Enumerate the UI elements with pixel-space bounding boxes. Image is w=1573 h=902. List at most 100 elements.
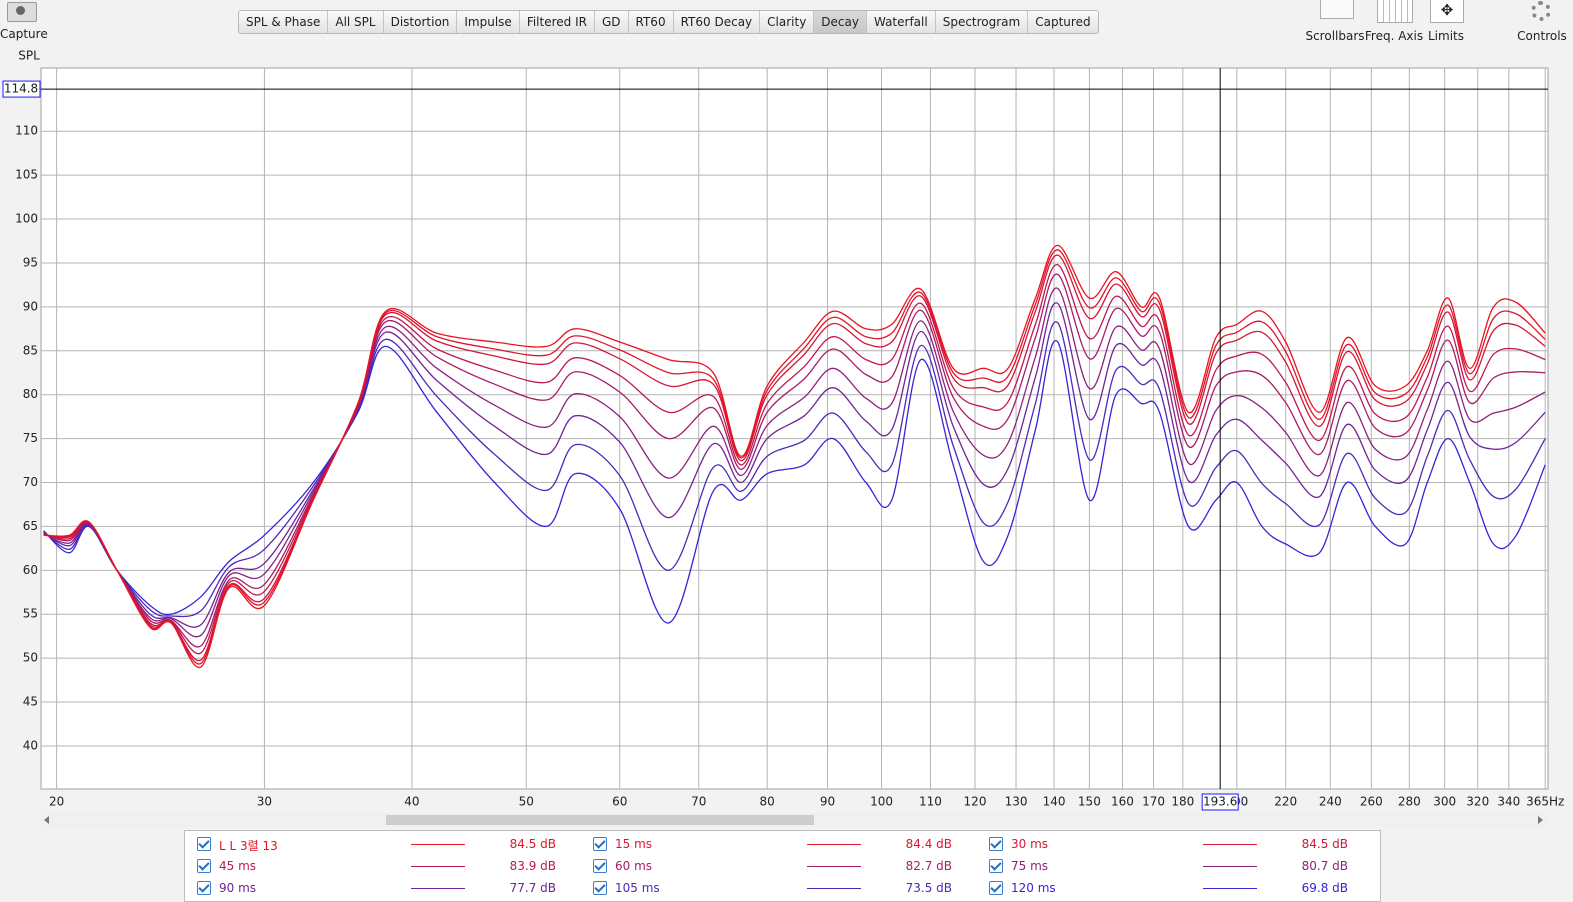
decay-curve [43, 340, 1546, 624]
y-tick-label: 105 [15, 168, 38, 182]
decay-curve [43, 273, 1546, 648]
y-axis-label: SPL [18, 49, 40, 63]
y-tick-label: 85 [23, 343, 38, 357]
tab[interactable]: Impulse [457, 11, 520, 33]
tab[interactable]: RT60 Decay [674, 11, 761, 33]
x-tick-label: 30 [257, 795, 272, 809]
x-tick-label: 20 [49, 795, 64, 809]
legend-item: 15 ms 84.4 dB [587, 834, 977, 854]
tool-label: Controls [1517, 29, 1567, 43]
legend-value: 73.5 dB [905, 881, 952, 895]
x-tick-label: 240 [1319, 795, 1342, 809]
tab[interactable]: Distortion [384, 11, 458, 33]
tab[interactable]: Filtered IR [520, 11, 595, 33]
legend-name: 15 ms [615, 837, 653, 851]
x-tick-label: 130 [1005, 795, 1028, 809]
x-tick-label: 80 [760, 795, 775, 809]
legend-item: 60 ms 82.7 dB [587, 856, 977, 876]
tool-label: Freq. Axis [1364, 29, 1424, 43]
capture-button[interactable]: Capture [0, 0, 48, 44]
y-tick-label: 70 [23, 475, 38, 489]
x-tick-label: 170 [1142, 795, 1165, 809]
y-tick-label: 45 [23, 695, 38, 709]
tab[interactable]: Spectrogram [936, 11, 1029, 33]
decay-curve [43, 249, 1546, 665]
x-tick-label: 260 [1360, 795, 1383, 809]
tab[interactable]: Clarity [760, 11, 815, 33]
legend-value: 84.4 dB [905, 837, 952, 851]
limits-icon[interactable]: ✥ [1430, 0, 1464, 23]
checkbox[interactable] [593, 881, 607, 895]
legend-swatch [807, 844, 861, 845]
checkbox[interactable] [197, 859, 211, 873]
scroll-thumb[interactable] [386, 815, 814, 825]
legend-item: 120 ms 69.8 dB [983, 878, 1373, 898]
capture-label: Capture [0, 27, 48, 41]
x-tick-label: 320 [1466, 795, 1489, 809]
legend-name: 30 ms [1011, 837, 1049, 851]
x-tick-label: 40 [404, 795, 419, 809]
y-tick-label: 95 [23, 255, 38, 269]
legend-swatch [411, 866, 465, 867]
decay-curve [43, 254, 1546, 661]
tab[interactable]: All SPL [328, 11, 384, 33]
legend-name: 120 ms [1011, 881, 1056, 895]
legend-swatch [1203, 888, 1257, 889]
y-tick-label: 90 [23, 299, 38, 313]
scrollbar[interactable] [41, 813, 1548, 827]
x-tick-label: 300 [1433, 795, 1456, 809]
legend: L L 3렬 13 84.5 dB 15 ms 84.4 dB 30 ms 84.5 dB… [184, 830, 1381, 902]
legend-value: 84.5 dB [1301, 837, 1348, 851]
controls-icon[interactable] [1531, 1, 1551, 21]
checkbox[interactable] [989, 837, 1003, 851]
legend-name: 90 ms [219, 881, 257, 895]
legend-value: 82.7 dB [905, 859, 952, 873]
tab[interactable]: GD [595, 11, 629, 33]
tab[interactable]: SPL & Phase [239, 11, 329, 33]
x-tick-label: 280 [1398, 795, 1421, 809]
tab[interactable]: Waterfall [867, 11, 936, 33]
legend-name: 105 ms [615, 881, 660, 895]
legend-name: 75 ms [1011, 859, 1049, 873]
tool-label: Scrollbars [1305, 29, 1365, 43]
checkbox[interactable] [197, 881, 211, 895]
legend-swatch [411, 888, 465, 889]
legend-name: 60 ms [615, 859, 653, 873]
checkbox[interactable] [593, 859, 607, 873]
y-tick-label: 80 [23, 387, 38, 401]
x-tick-label: 140 [1043, 795, 1066, 809]
capture-lens [16, 6, 25, 15]
scrollbars-icon[interactable] [1320, 0, 1354, 19]
checkbox[interactable] [989, 881, 1003, 895]
legend-value: 84.5 dB [509, 837, 556, 851]
plot-area [40, 67, 1549, 790]
cursor-x-box [1201, 793, 1239, 811]
x-tick-label: 90 [820, 795, 835, 809]
decay-curve [43, 287, 1546, 638]
checkbox[interactable] [593, 837, 607, 851]
tab[interactable]: Decay [814, 11, 867, 33]
y-tick-label: 55 [23, 607, 38, 621]
x-tick-label: 110 [919, 795, 942, 809]
legend-swatch [1203, 866, 1257, 867]
freq-axis-icon[interactable] [1377, 0, 1413, 23]
decay-curve [43, 321, 1546, 618]
scroll-right[interactable] [1538, 816, 1543, 824]
legend-value: 69.8 dB [1301, 881, 1348, 895]
checkbox[interactable] [989, 859, 1003, 873]
legend-swatch [411, 844, 465, 845]
tool-label: Limits [1428, 29, 1464, 43]
legend-item: 45 ms 83.9 dB [191, 856, 581, 876]
x-tick-label: 50 [519, 795, 534, 809]
tab[interactable]: RT60 [629, 11, 674, 33]
y-tick-label: 110 [15, 124, 38, 138]
checkbox[interactable] [197, 837, 211, 851]
y-tick-label: 75 [23, 431, 38, 445]
scroll-left[interactable] [44, 816, 49, 824]
tab[interactable]: Captured [1035, 15, 1091, 29]
legend-value: 83.9 dB [509, 859, 556, 873]
x-tick-label: 150 [1078, 795, 1101, 809]
cursor-y-label: 114.8 [4, 82, 38, 96]
